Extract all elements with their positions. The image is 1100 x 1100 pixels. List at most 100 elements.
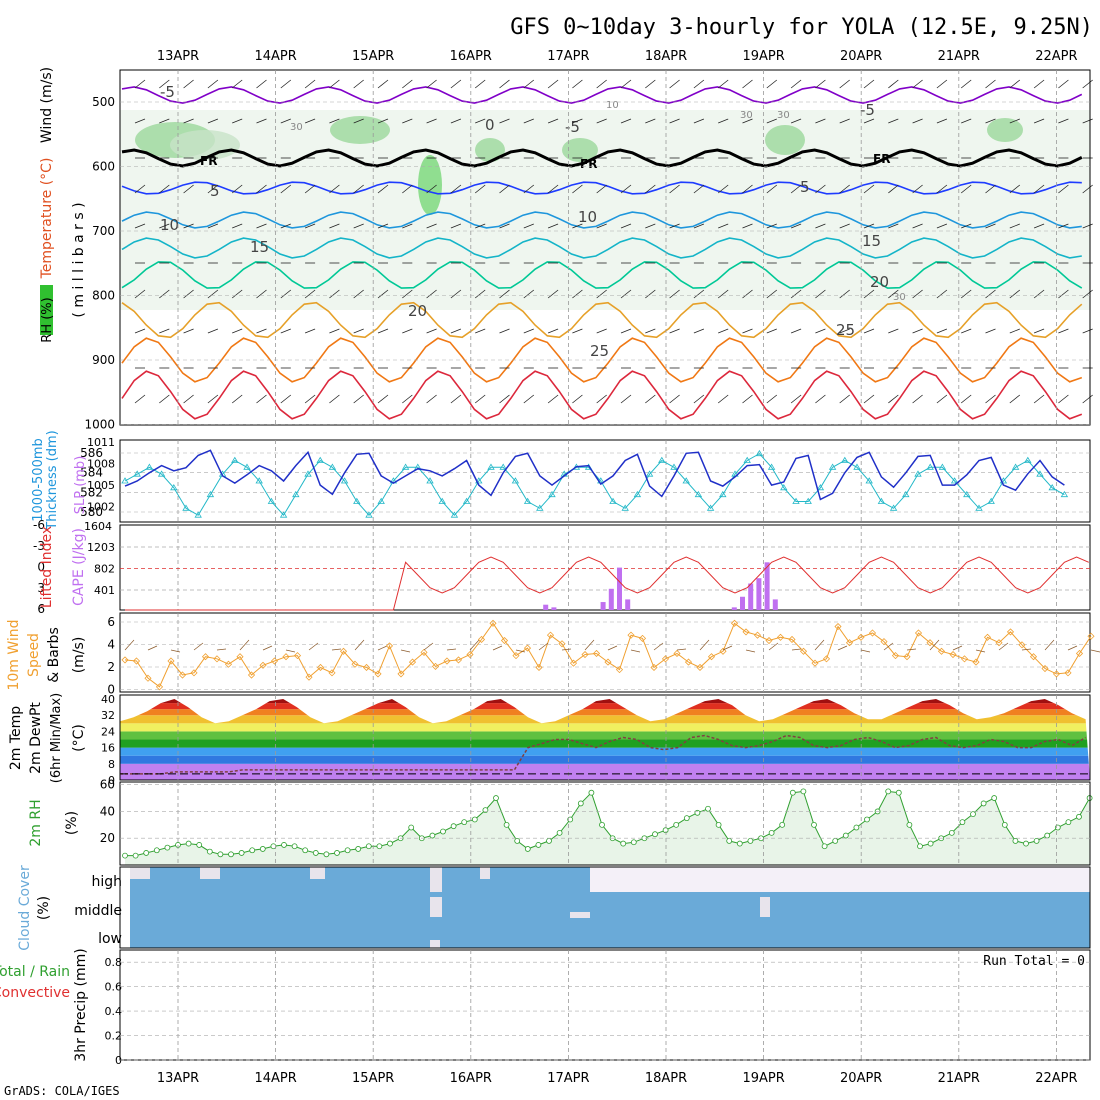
top-date-label: 18APR [645,49,687,64]
wind-barb [645,328,656,334]
wind-speed-point [788,635,796,644]
wind-barb [620,394,632,404]
wind-barb [450,118,462,124]
isotherm-label: -5 [160,83,175,101]
precip-panel: 0.8 0.6 0.4 0.2 0 [105,949,1091,1067]
slp-point [1048,484,1056,491]
wind-barb [912,79,923,89]
slp-point [670,463,678,470]
wind-speed-point [201,653,210,661]
wind-barb [450,394,462,404]
rh-point [917,843,923,850]
top-date-label: 15APR [352,49,394,64]
wind-barb [231,394,243,404]
wind-barb [475,328,486,334]
cloud-gap [200,867,220,879]
wind-barb [1009,79,1021,89]
wind-barb [450,223,462,229]
wind-barb [134,328,146,334]
pressure-tick: 600 [92,160,115,174]
thickness-line [124,449,1065,501]
wind-barb [207,394,219,404]
wind-barb [676,648,687,651]
slp-point [353,497,361,504]
slp-point [243,463,251,470]
freezing-label: FR [580,157,597,171]
slp-point [780,484,788,491]
slp-tick: 1011 [87,436,115,449]
wind-speed-point [558,640,566,648]
wind-barb [1082,118,1093,124]
rh-contour-label: 10 [606,100,619,111]
wind-barb [1033,289,1045,299]
wind-barb [353,289,364,299]
wind-barb [620,118,632,124]
wind-speed-point [523,644,532,652]
wind-speed-point [305,673,313,681]
wind-barb [645,79,656,89]
wind-speed-point [765,636,773,645]
cloud-gap [430,940,440,948]
wind-barb [815,394,826,404]
wind-barb [815,79,826,89]
wind-speed-point [374,670,382,678]
wind-speed-point [259,661,267,669]
wind-label: Wind (m/s) [39,67,55,143]
cape-tick: 1203 [87,541,115,554]
temp2m-label-2: 2m DewPt [28,702,44,774]
wind-speed-point [144,674,152,682]
wind-barb [377,184,389,194]
wind-speed-point [443,657,451,665]
wind-barb [285,649,296,653]
thickness-frame [119,439,1091,523]
rh-point [991,795,998,801]
wind-barb [304,328,316,334]
wind-barb [572,79,583,89]
wind-barb [183,223,194,229]
top-date-label: 22APR [1035,49,1077,64]
wind-barb [669,118,680,124]
wind-barb [645,118,656,124]
slp-point [377,497,385,504]
wind-speed-point [707,653,716,661]
rh-point [567,816,574,823]
wind-barb [768,642,779,651]
wind-speed-point [684,658,693,666]
cloud-label: Cloud Cover [17,865,33,951]
wind-barb [645,223,656,229]
wind-barb [645,289,656,299]
slp-point [633,490,642,498]
wind-barb [766,394,778,404]
millibars-label: ( m i l l i b a r s ) [71,202,87,317]
wind-speed-point [983,633,992,641]
wind-barb [256,394,267,404]
thickness-tick: 584 [80,466,103,480]
wind-barb [400,649,411,653]
wind-barb [985,394,996,404]
wind-barb [377,223,389,229]
isotherm-label: 25 [590,342,609,360]
rh-point [842,832,849,839]
slp-point [499,463,507,470]
wind-barb [1009,118,1020,124]
cloud-gap [130,867,150,879]
wind-barb [693,394,705,404]
rh-point [281,842,287,848]
slp-point [938,463,947,470]
wind-barb [304,289,316,299]
wind-tick: 0 [107,683,115,697]
slp-point [987,497,995,504]
temp-band [120,747,1090,756]
slp-tick: 1002 [87,501,115,514]
cloud-row-middle: middle [74,903,122,919]
rh-point [249,847,256,854]
wind-barb [280,394,292,404]
wind-speed-point [385,642,394,650]
top-date-label: 16APR [450,49,492,64]
rh-point [259,846,266,852]
cloud-gap [570,912,590,918]
cloud-unit-label: (%) [36,896,52,920]
top-date-label: 20APR [840,49,882,64]
wind-barb [1058,184,1069,194]
